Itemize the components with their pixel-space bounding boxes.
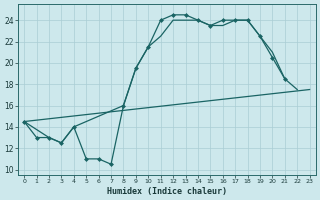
X-axis label: Humidex (Indice chaleur): Humidex (Indice chaleur) [107, 187, 227, 196]
